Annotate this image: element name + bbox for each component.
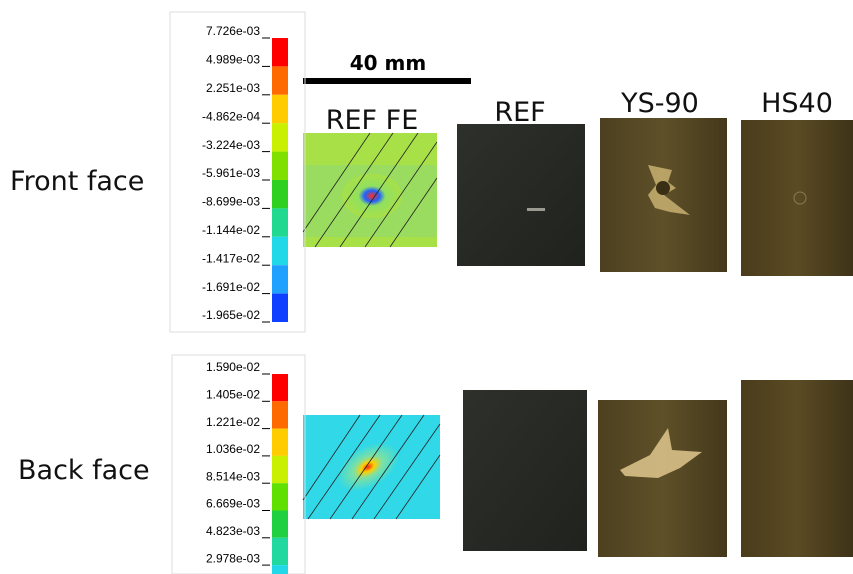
colorbar-label: 4.989e-03 <box>206 53 260 67</box>
colorbar-label: 1.590e-02 <box>206 360 260 374</box>
colorbar-label: 7.726e-03 <box>206 24 260 38</box>
colorbar-label: 1.221e-02 <box>206 415 260 429</box>
colorbar-segment <box>272 538 288 565</box>
colorbar-segment <box>272 511 288 538</box>
colorbar-label: 2.978e-03 <box>206 551 260 565</box>
hs40-front-image <box>741 120 853 276</box>
fe-front-image <box>303 133 437 247</box>
colorbar-label: 1.036e-02 <box>206 442 260 456</box>
colorbar-segment <box>272 208 288 236</box>
colorbar-segment <box>272 429 288 456</box>
colorbar-segment <box>272 180 288 208</box>
colorbar-label: -3.224e-03 <box>202 138 260 152</box>
hs40-back-image <box>741 380 853 557</box>
colorbar-label: 6.669e-03 <box>206 497 260 511</box>
colorbar-label: -1.144e-02 <box>202 223 260 237</box>
column-header: HS40 <box>761 88 833 119</box>
colorbar-segment <box>272 374 288 401</box>
ys90-back-image <box>598 400 727 557</box>
colorbar-label: 4.823e-03 <box>206 524 260 538</box>
colorbar-segment <box>272 401 288 428</box>
colorbar-segment <box>272 38 288 66</box>
ref-back-image <box>463 390 587 551</box>
row-label: Back face <box>18 455 150 486</box>
fe-back-image <box>303 415 440 519</box>
figure: Front face Back face 40 mm REF FE REF YS… <box>0 0 853 574</box>
colorbar-segment <box>272 294 288 322</box>
colorbar-segment <box>272 483 288 510</box>
row-label: Front face <box>10 166 144 197</box>
colorbar-segment <box>272 565 288 574</box>
colorbar-segment <box>272 456 288 483</box>
column-header: REF <box>494 97 545 128</box>
scale-bar <box>303 78 471 84</box>
colorbar-label: 1.405e-02 <box>206 387 260 401</box>
colorbar-segment <box>272 95 288 123</box>
scale-label: 40 mm <box>350 51 426 75</box>
column-header: REF FE <box>326 105 419 136</box>
colorbar-label: -1.691e-02 <box>202 280 260 294</box>
colorbar-segment <box>272 123 288 151</box>
colorbar-label: -8.699e-03 <box>202 195 260 209</box>
colorbar-label: 2.251e-03 <box>206 81 260 95</box>
column-header: YS-90 <box>620 88 699 119</box>
colorbar-segment <box>272 152 288 180</box>
colorbar-label: -1.965e-02 <box>202 308 260 322</box>
colorbar-label: 8.514e-03 <box>206 469 260 483</box>
ys90-front-image <box>600 118 727 272</box>
colorbar-segment <box>272 237 288 265</box>
colorbar-segment <box>272 66 288 94</box>
colorbar-label: -5.961e-03 <box>202 166 260 180</box>
colorbars: 7.726e-03 4.989e-03 2.251e-03 -4.862e-04 -3.… <box>202 24 288 574</box>
colorbar-label: -1.417e-02 <box>202 251 260 265</box>
ref-front-image <box>457 124 585 266</box>
colorbar-label: -4.862e-04 <box>202 109 260 123</box>
colorbar-segment <box>272 265 288 293</box>
